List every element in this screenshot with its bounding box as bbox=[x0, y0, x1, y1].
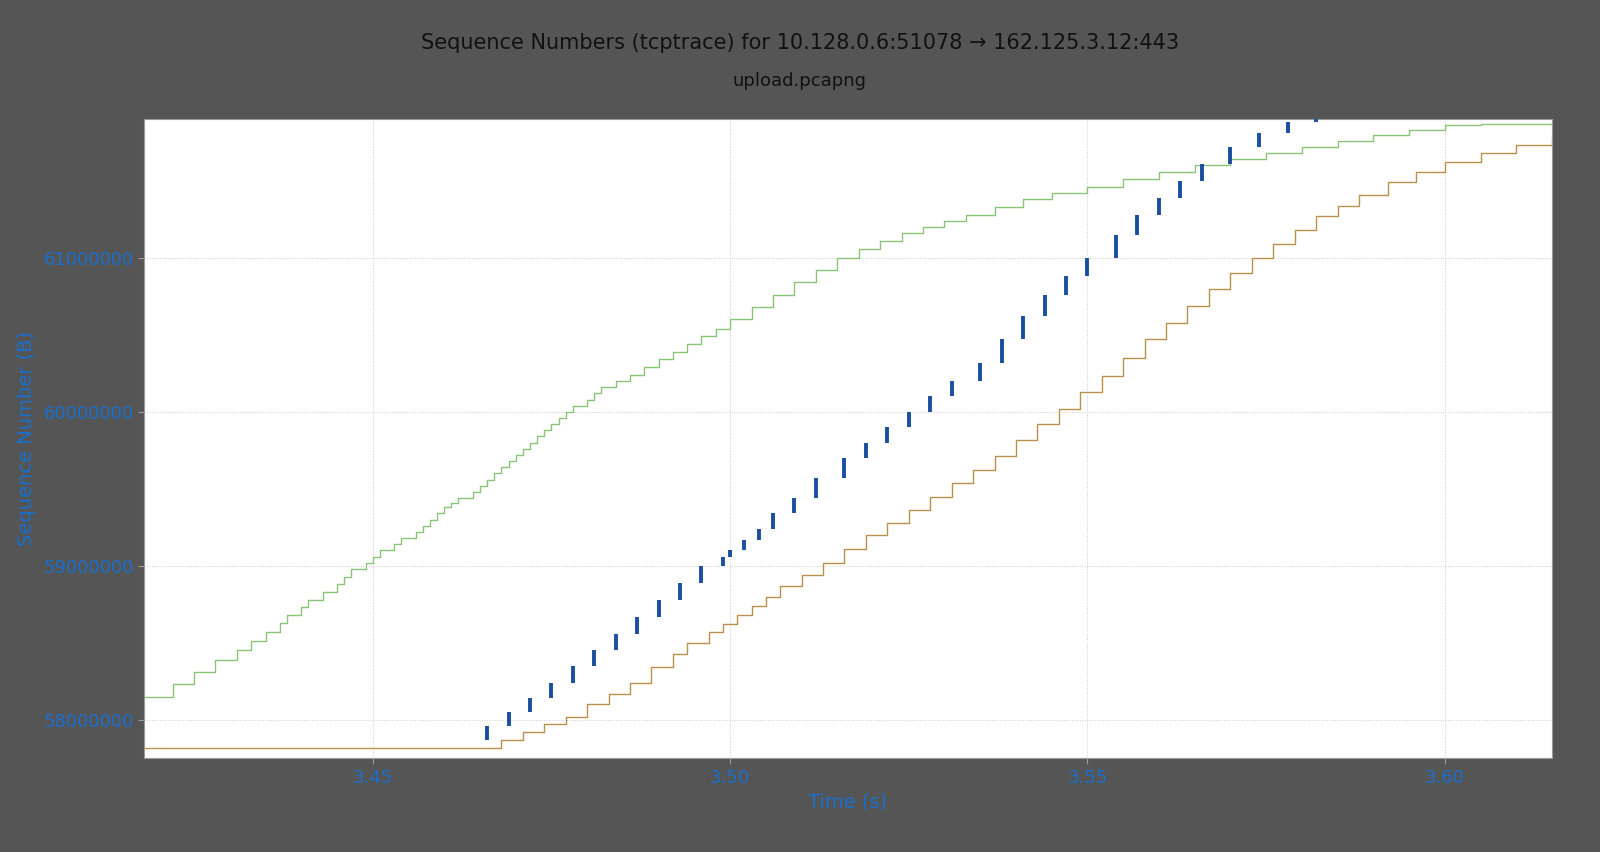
X-axis label: Time (s): Time (s) bbox=[808, 792, 888, 811]
Text: Sequence Numbers (tcptrace) for 10.128.0.6:51078 → 162.125.3.12:443: Sequence Numbers (tcptrace) for 10.128.0… bbox=[421, 32, 1179, 53]
Y-axis label: Sequence Number (B): Sequence Number (B) bbox=[18, 331, 37, 546]
Text: upload.pcapng: upload.pcapng bbox=[733, 72, 867, 90]
